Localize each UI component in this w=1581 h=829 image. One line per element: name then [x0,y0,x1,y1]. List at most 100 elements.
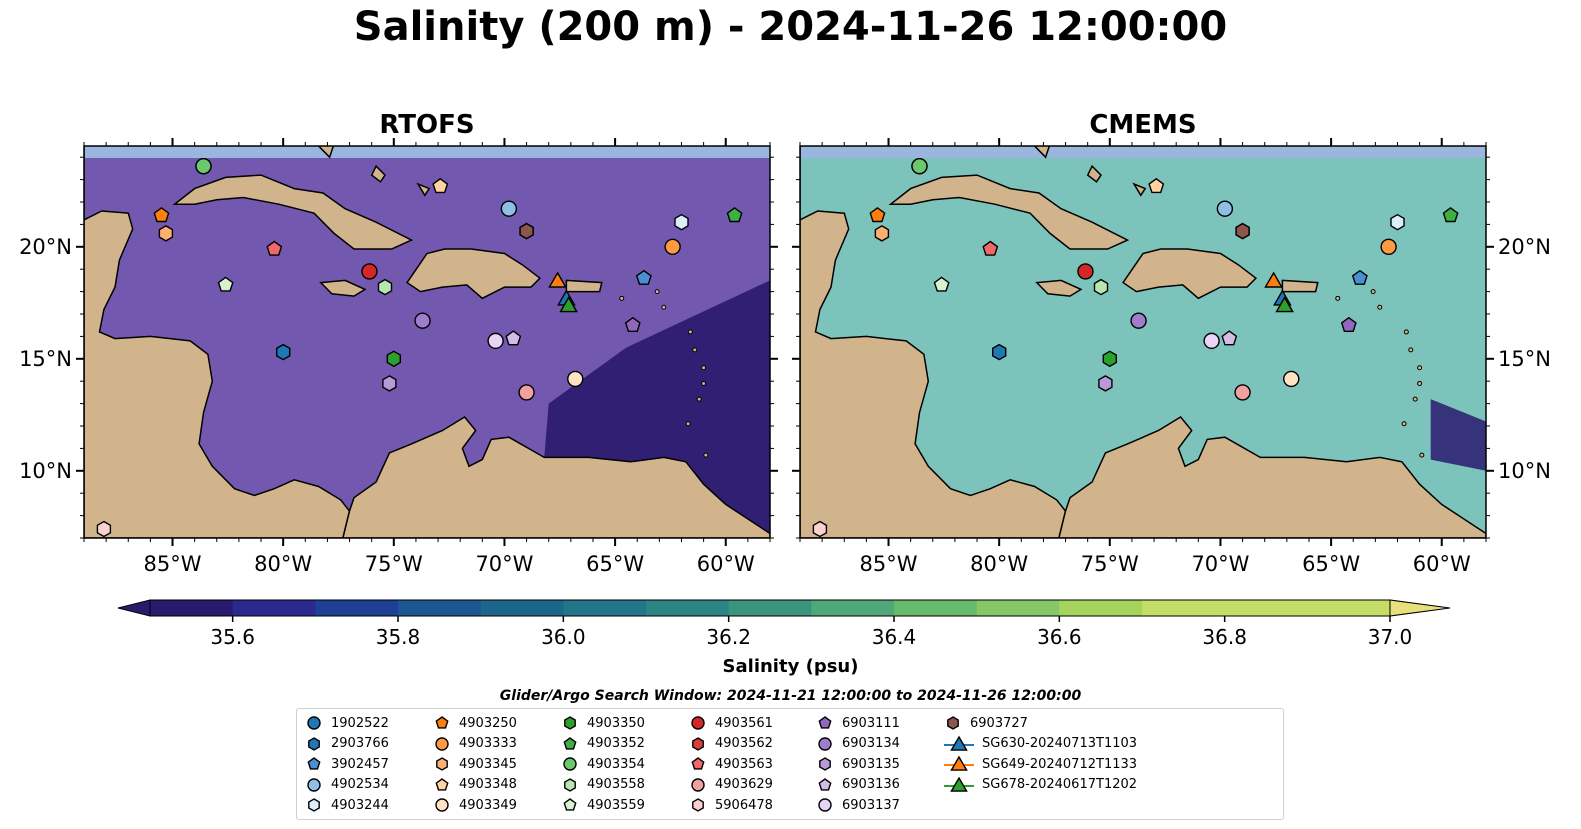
colorbar-bin [811,600,895,616]
rtofs-shelf-band [84,146,770,158]
legend-symbol [692,736,704,751]
observation-4903352 [1442,207,1459,223]
cmems-low-salinity-patch [1430,399,1486,471]
rtofs-land-polygon [84,146,351,538]
rtofs-island [701,380,707,386]
legend-label: 1902522 [331,715,389,731]
legend-item: 4903354 [559,754,645,774]
colorbar-bin [728,600,812,616]
rtofs-land-polygon [406,248,542,300]
legend-label: 4903244 [331,797,389,813]
colorbar-tick-label: 36.4 [872,625,917,649]
legend-marker [947,716,959,730]
legend-item: 2903766 [303,734,389,754]
salinity-colorbar: 35.6 35.8 36.0 36.2 36.4 36.6 36.8 37.0 [117,599,1451,649]
cmems-land [800,146,1486,538]
observation-2903766 [276,343,291,361]
cmems-island [1408,347,1414,353]
observation-4903629 [1234,384,1251,401]
rtofs-land-polygon [317,146,335,159]
legend-label: 4902534 [331,777,389,792]
legend-label: SG649-20240712T1133 [982,756,1138,772]
legend-marker [691,757,705,770]
legend-symbol [692,798,704,812]
legend-symbol [564,716,576,730]
observation-4903559 [933,276,950,292]
legend-marker [564,777,576,792]
rtofs-land-polygon [416,182,431,197]
legend-triangle [950,776,968,792]
cmems-low-salinity-region [800,146,1486,471]
legend-marker [692,736,704,751]
x-tick-label: 65°W [1302,552,1360,576]
observation-2903766 [992,343,1007,361]
observation-6903727 [1235,222,1250,240]
colorbar-bin [1307,600,1391,616]
legend-item: 4903558 [559,775,645,795]
legend-label: 6903137 [842,797,900,813]
legend-label: 4903629 [715,777,773,792]
legend-marker [563,798,577,811]
observation-4903559 [217,276,234,292]
observation-6903111 [1340,316,1357,332]
rtofs-land-polygon [342,416,770,538]
cmems-land-polygon [1086,164,1102,183]
legend-symbol [819,757,831,771]
legend-label: 4903250 [459,715,517,731]
legend-marker [435,716,449,729]
cmems-observations [812,157,1459,538]
cmems-land-polygon [1058,416,1486,538]
cmems-island [1377,304,1383,310]
rtofs-land-polygon [172,174,414,250]
legend-marker [692,798,704,812]
map-frame [83,145,771,539]
legend-symbol [818,798,832,812]
legend-item: 3902457 [303,754,389,774]
map-frames [83,145,1487,539]
legend-item: 6903134 [814,734,900,754]
cmems-island [1370,289,1376,295]
colorbar-bin [315,600,399,616]
observation-4903561 [361,263,378,280]
legend-label: 4903563 [715,756,773,772]
legend-item: SG630-20240713T1103 [942,734,1137,754]
map-frame [799,145,1487,539]
legend-symbol [435,798,449,812]
observation-6903134 [414,312,431,329]
cmems-island [1335,295,1341,301]
legend-marker [818,777,832,791]
legend-item: 4903559 [559,795,645,815]
colorbar-bin [646,600,730,616]
observation-6903136 [1221,330,1238,346]
cmems-map-panel [800,146,1486,538]
colorbar-tick-label: 37.0 [1368,625,1413,649]
observation-3902457 [1351,269,1368,285]
legend-marker [944,735,974,751]
observation-4903558 [1093,278,1109,296]
observation-6903134 [1130,312,1147,329]
legend-label: 4903354 [587,756,645,772]
legend-label: 4903352 [587,736,645,751]
map-axis-ticks: 85°W 80°W 75°W 70°W 65°W 60°W 10°N 15°N 20°N 85°W… [19,138,1551,576]
cmems-land-polygon [1035,279,1083,297]
y-tick-label-left: 10°N [19,459,72,483]
y-tick-label-right: 15°N [1498,347,1551,371]
legend-marker [818,736,832,751]
observation-6903137 [1203,332,1220,350]
legend-symbol [435,777,449,791]
legend-symbol [691,716,705,730]
legend-marker [944,755,974,771]
rtofs-island [661,304,667,310]
legend-marker [435,777,449,791]
colorbar-bin [150,600,234,616]
observation-5906478 [96,520,112,538]
y-tick-label-right: 10°N [1498,459,1551,483]
cmems-land-polygon [1281,279,1319,293]
legend-item: 4902534 [303,775,389,795]
legend-marker [307,757,321,770]
legend-item: 4903345 [431,754,517,774]
legend-marker [435,736,449,751]
legend-label: 6903727 [970,715,1028,731]
legend-symbol [563,736,577,750]
legend-symbol [435,736,449,751]
